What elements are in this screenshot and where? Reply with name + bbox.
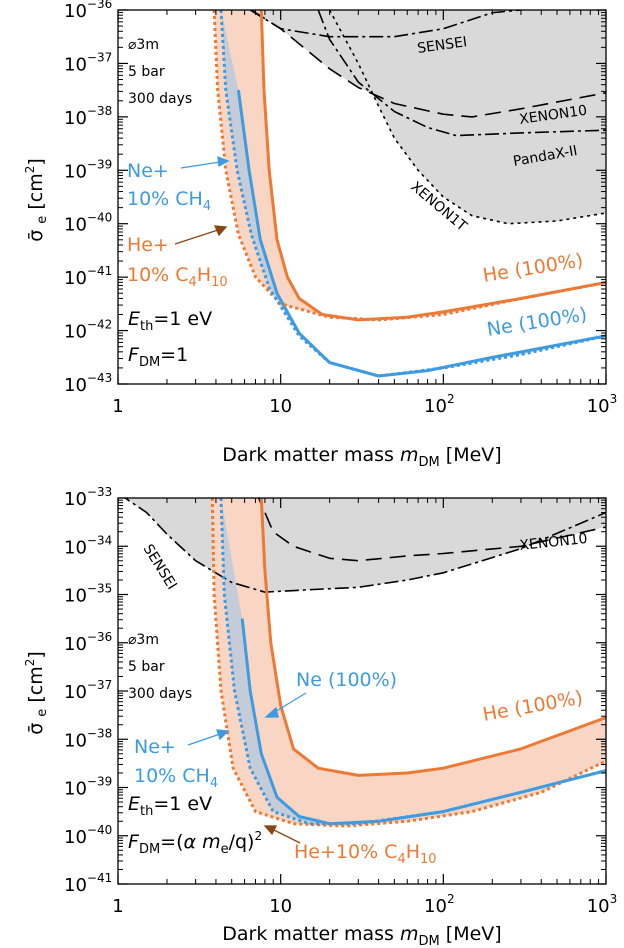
x-tick-label: 102 <box>424 392 455 417</box>
y-tick-label: 10−42 <box>64 318 112 343</box>
y-tick-label: 10−41 <box>64 264 112 289</box>
ne100-label: Ne (100%) <box>485 303 588 341</box>
svg-text:σ̄ e [cm2]: σ̄ e [cm2] <box>23 651 50 735</box>
setup-diameter: ⌀3m <box>128 37 159 53</box>
y-tick-label: 10−33 <box>64 485 112 510</box>
axes: 1 10 102 103 10−41 10−40 10−39 10−38 10−37 10−36 1… <box>64 485 617 917</box>
y-tick-label: 10−41 <box>64 871 112 896</box>
he-mix-arrow <box>174 225 228 245</box>
ne-mix-arrow <box>187 729 230 746</box>
y-tick-label: 10−37 <box>64 50 112 75</box>
ne-mix-label-2: 10% CH4 <box>134 765 218 791</box>
curve-ne-10-ch4 <box>219 498 606 826</box>
he-mix-label-2: 10% C4H10 <box>127 264 228 290</box>
y-axis-label: σ̄ e [cm2] <box>23 651 50 735</box>
curve-sensei <box>123 498 606 593</box>
curve-pandax-ii <box>317 10 606 137</box>
y-tick-label: 10−36 <box>64 0 112 22</box>
threshold-label: Eth=1 eV <box>128 793 212 819</box>
x-tick-label: 10 <box>269 896 292 917</box>
y-tick-label: 10−34 <box>64 533 112 558</box>
y-tick-label: 10−40 <box>64 211 112 236</box>
x-tick-label: 103 <box>587 892 618 917</box>
ne-mix-label-1: Ne+ <box>127 160 169 182</box>
he-mix-label: He+10% C4H10 <box>294 841 437 867</box>
curves <box>212 10 606 378</box>
x-tick-label: 103 <box>587 392 618 417</box>
ne-mix-label-2: 10% CH4 <box>127 188 211 214</box>
he-mix-arrow <box>263 825 301 844</box>
setup-exposure: 300 days <box>128 686 192 702</box>
sensei-label: SENSEI <box>140 542 180 593</box>
setup-diameter: ⌀3m <box>128 632 159 648</box>
x-tick-label: 102 <box>424 892 455 917</box>
excluded-region <box>251 10 606 224</box>
curve-xenon10 <box>250 10 606 118</box>
y-axis-label: σ̄ e [cm2] <box>23 158 50 242</box>
he100-label: He (100%) <box>481 249 584 287</box>
setup-exposure: 300 days <box>128 91 192 107</box>
y-tick-label: 10−35 <box>64 582 112 607</box>
y-tick-label: 10−39 <box>64 775 112 800</box>
form-factor-label: FDM=(α me/q)2 <box>128 829 262 857</box>
plot-frame <box>117 9 607 385</box>
x-tick-label: 1 <box>112 896 123 917</box>
curve-xenon10 <box>257 498 606 562</box>
y-tick-label: 10−40 <box>64 823 112 848</box>
curve-he-100- <box>259 498 606 777</box>
setup-pressure: 5 bar <box>128 659 165 675</box>
ne100-arrow <box>264 692 307 718</box>
x-tick-label: 10 <box>269 396 292 417</box>
ne100-label: Ne (100%) <box>296 669 397 691</box>
he-band <box>214 10 606 320</box>
xenon10-label: XENON10 <box>519 531 589 554</box>
curve-ne-10-ch4 <box>219 10 606 378</box>
svg-text:σ̄ e [cm2]: σ̄ e [cm2] <box>23 158 50 242</box>
form-factor-label: FDM=1 <box>128 344 188 370</box>
ne-mix-label-1: Ne+ <box>134 736 176 758</box>
curve-ne-100- <box>236 89 606 378</box>
he100-label: He (100%) <box>481 687 584 726</box>
y-tick-label: 10−43 <box>64 371 112 396</box>
y-tick-label: 10−39 <box>64 157 112 182</box>
threshold-label: Eth=1 eV <box>128 308 212 334</box>
curve-he-10-c4h10 <box>210 498 606 828</box>
setup-pressure: 5 bar <box>128 64 165 80</box>
x-axis-label: Dark matter mass mDM [MeV] <box>222 923 501 948</box>
y-tick-label: 10−38 <box>64 104 112 129</box>
x-axis-label: Dark matter mass mDM [MeV] <box>222 444 501 470</box>
y-tick-label: 10−36 <box>64 630 112 655</box>
he-band <box>212 498 606 827</box>
ne-mix-arrow <box>180 155 230 169</box>
top-panel: 1 10 102 103 10−43 10−42 10−41 10−40 10−39 10−38 1… <box>23 0 617 470</box>
curves <box>123 498 606 828</box>
y-tick-label: 10−37 <box>64 678 112 703</box>
bottom-panel: 1 10 102 103 10−41 10−40 10−39 10−38 10−37 10−36 1… <box>23 485 617 948</box>
x-tick-label: 1 <box>112 396 123 417</box>
axes: 1 10 102 103 10−43 10−42 10−41 10−40 10−39 10−38 1… <box>64 0 617 417</box>
curve-xenon1t <box>328 10 606 225</box>
curve-he-100- <box>259 10 606 322</box>
he-mix-label-1: He+ <box>127 234 169 256</box>
y-tick-label: 10−38 <box>64 726 112 751</box>
sensei-label: SENSEI <box>416 34 468 57</box>
